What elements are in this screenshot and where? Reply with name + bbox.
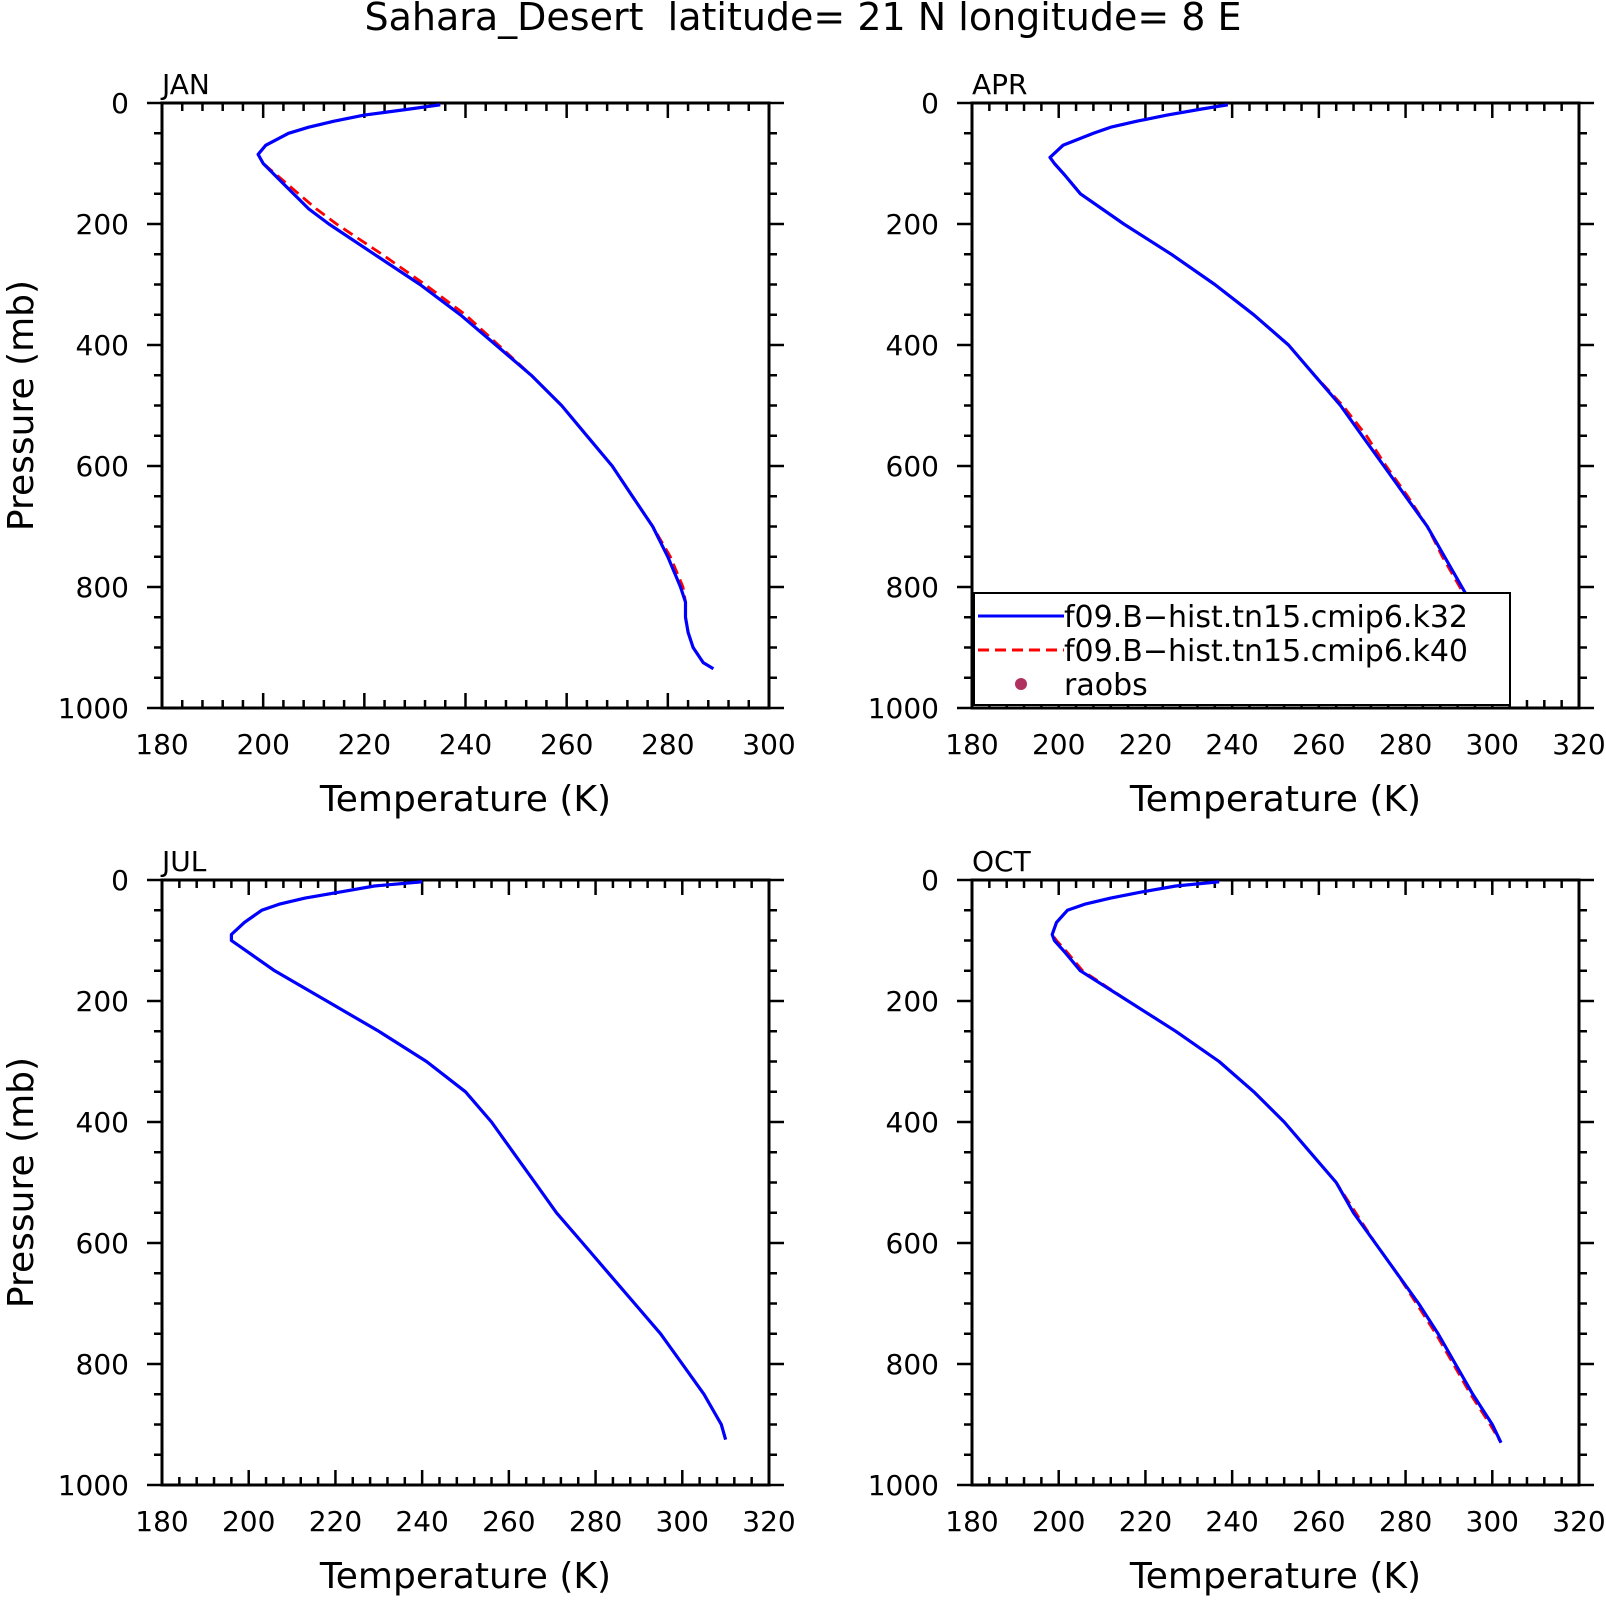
y-tick-label: 600	[76, 1227, 129, 1260]
x-tick-label: 240	[1205, 728, 1258, 761]
x-tick-label: 220	[309, 1505, 362, 1538]
x-tick-label: 300	[1466, 728, 1519, 761]
y-tick-label: 800	[886, 1348, 939, 1381]
x-tick-label: 200	[236, 728, 289, 761]
y-axis-title: Pressure (mb)	[1, 280, 42, 531]
y-tick-label: 1000	[58, 692, 129, 725]
x-tick-label: 260	[1292, 728, 1345, 761]
panel-apr: APR 180 200 220 240 260 280 300 320 0 200 400 600 800…	[868, 68, 1606, 820]
y-tick-label: 200	[886, 985, 939, 1018]
y-tick-label: 600	[76, 450, 129, 483]
y-tick-label: 1000	[58, 1469, 129, 1502]
x-tick-label: 300	[742, 728, 795, 761]
x-tick-label: 200	[222, 1505, 275, 1538]
series-line-k40	[256, 103, 715, 670]
x-tick-label: 220	[1119, 728, 1172, 761]
x-tick-label: 300	[1466, 1505, 1519, 1538]
y-tick-label: 0	[111, 864, 129, 897]
panel-label: APR	[972, 68, 1028, 101]
x-tick-label: 200	[1032, 728, 1085, 761]
x-tick-label: 260	[540, 728, 593, 761]
panel-label: JAN	[160, 68, 210, 101]
x-tick-label: 280	[1379, 1505, 1432, 1538]
panel-oct: OCT 180 200 220 240 260 280 300 320 0 200 400 600 800…	[868, 845, 1606, 1597]
x-axis-title: Temperature (K)	[319, 779, 611, 820]
y-tick-label: 800	[76, 571, 129, 604]
x-tick-label: 240	[1205, 1505, 1258, 1538]
y-tick-label: 200	[76, 208, 129, 241]
figure-title: Sahara_Desert latitude= 21 N longitude= …	[364, 0, 1241, 39]
x-tick-label: 180	[135, 1505, 188, 1538]
panel-jan: JAN 180 200 220 240 260 280 300 0 200 400 600 800 100…	[1, 68, 796, 820]
y-tick-label: 800	[76, 1348, 129, 1381]
series-line-k40	[1048, 103, 1509, 664]
panel-jul: JUL 180 200 220 240 260 280 300 320 0 200 400 600 800…	[1, 845, 796, 1597]
x-tick-label: 320	[742, 1505, 795, 1538]
y-tick-label: 0	[921, 87, 939, 120]
x-tick-label: 280	[569, 1505, 622, 1538]
y-tick-label: 1000	[868, 692, 939, 725]
y-tick-label: 400	[886, 1106, 939, 1139]
x-axis-title: Temperature (K)	[1129, 779, 1421, 820]
y-tick-label: 0	[111, 87, 129, 120]
series-line-k32	[1050, 880, 1503, 1444]
x-tick-label: 260	[1292, 1505, 1345, 1538]
x-tick-label: 240	[395, 1505, 448, 1538]
x-tick-label: 300	[656, 1505, 709, 1538]
x-tick-label: 280	[641, 728, 694, 761]
y-tick-label: 200	[886, 208, 939, 241]
series-line-k40	[229, 880, 727, 1440]
x-tick-label: 180	[945, 728, 998, 761]
series-line-k32	[1048, 103, 1511, 664]
panel-label: OCT	[972, 845, 1032, 878]
x-tick-label: 220	[1119, 1505, 1172, 1538]
legend-marker-raobs	[1015, 678, 1027, 690]
legend-label: f09.B−hist.tn15.cmip6.k40	[1064, 634, 1468, 669]
legend: f09.B−hist.tn15.cmip6.k32f09.B−hist.tn15…	[973, 592, 1511, 706]
y-tick-label: 400	[886, 329, 939, 362]
x-axis-title: Temperature (K)	[319, 1556, 611, 1597]
x-tick-label: 240	[439, 728, 492, 761]
y-tick-label: 0	[921, 864, 939, 897]
y-tick-label: 800	[886, 571, 939, 604]
x-tick-label: 320	[1552, 1505, 1605, 1538]
x-tick-label: 180	[945, 1505, 998, 1538]
y-tick-label: 200	[76, 985, 129, 1018]
series-line-k32	[256, 103, 715, 671]
legend-label: f09.B−hist.tn15.cmip6.k32	[1064, 600, 1468, 635]
plot-frame	[160, 878, 771, 1487]
y-tick-label: 600	[886, 450, 939, 483]
x-tick-label: 320	[1552, 728, 1605, 761]
x-tick-label: 220	[338, 728, 391, 761]
panel-label: JUL	[160, 845, 207, 878]
x-tick-label: 260	[482, 1505, 535, 1538]
x-axis-title: Temperature (K)	[1129, 1556, 1421, 1597]
legend-label: raobs	[1064, 668, 1148, 703]
series-line-k32	[229, 880, 728, 1441]
x-tick-label: 280	[1379, 728, 1432, 761]
y-tick-label: 1000	[868, 1469, 939, 1502]
plot-frame	[970, 878, 1581, 1487]
y-tick-label: 400	[76, 1106, 129, 1139]
y-tick-label: 600	[886, 1227, 939, 1260]
plot-frame	[160, 101, 771, 710]
x-tick-label: 200	[1032, 1505, 1085, 1538]
x-tick-label: 180	[135, 728, 188, 761]
panels: JAN 180 200 220 240 260 280 300 0 200 400 600 800 100…	[1, 68, 1606, 1597]
y-axis-title: Pressure (mb)	[1, 1057, 42, 1308]
series-line-k40	[1050, 880, 1503, 1444]
y-tick-label: 400	[76, 329, 129, 362]
